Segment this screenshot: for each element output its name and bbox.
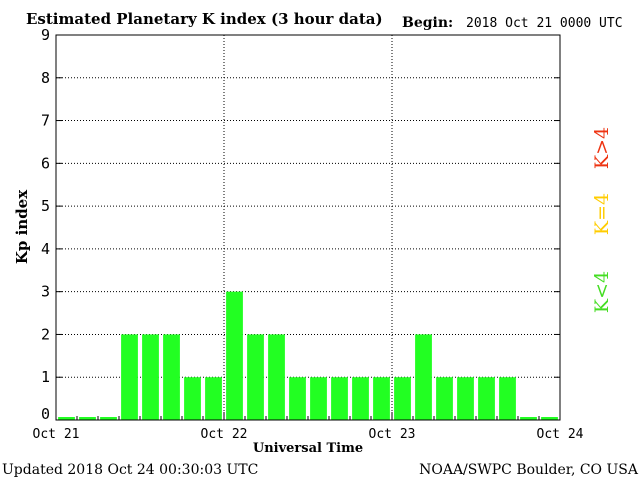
y-tick-label: 3 bbox=[41, 283, 50, 301]
x-axis-label: Universal Time bbox=[253, 441, 363, 456]
legend-k-lt-4: K<4 bbox=[591, 271, 613, 313]
bar bbox=[79, 417, 96, 420]
bar bbox=[247, 334, 264, 420]
bar bbox=[268, 334, 285, 420]
axis-ticks: 0 1 2 3 4 5 6 7 8 9 Oct 21 Oct 22 Oct 23 Oct 24 bbox=[33, 26, 584, 442]
bar bbox=[142, 334, 159, 420]
y-axis-label: Kp index bbox=[13, 189, 31, 264]
bar bbox=[352, 377, 369, 420]
chart-title: Estimated Planetary K index (3 hour data… bbox=[26, 10, 383, 28]
x-tick-label: Oct 22 bbox=[201, 427, 248, 442]
bar bbox=[163, 334, 180, 420]
legend-k-eq-4: K=4 bbox=[591, 193, 613, 235]
y-tick-label: 9 bbox=[41, 26, 50, 44]
x-tick-label: Oct 24 bbox=[537, 427, 584, 442]
bar bbox=[184, 377, 201, 420]
y-tick-label: 4 bbox=[41, 240, 50, 258]
bar bbox=[457, 377, 474, 420]
x-tick-label: Oct 23 bbox=[369, 427, 416, 442]
y-tick-label: 2 bbox=[41, 325, 50, 343]
begin-value: 2018 Oct 21 0000 UTC bbox=[466, 16, 623, 31]
bar bbox=[310, 377, 327, 420]
y-tick-label: 0 bbox=[41, 405, 50, 423]
bar bbox=[205, 377, 222, 420]
updated-text: Updated 2018 Oct 24 00:30:03 UTC bbox=[2, 462, 258, 478]
bar bbox=[373, 377, 390, 420]
y-tick-label: 8 bbox=[41, 69, 50, 87]
y-tick-label: 7 bbox=[41, 112, 50, 130]
legend: K<4 K=4 K>4 bbox=[591, 127, 613, 313]
bar bbox=[520, 417, 537, 420]
bar bbox=[226, 291, 243, 420]
bar bbox=[100, 417, 117, 420]
plot-frame bbox=[55, 34, 561, 421]
bar bbox=[58, 417, 75, 420]
legend-k-gt-4: K>4 bbox=[591, 127, 613, 169]
begin-label: Begin: bbox=[402, 15, 453, 31]
source-text: NOAA/SWPC Boulder, CO USA bbox=[419, 462, 639, 478]
bar bbox=[541, 417, 558, 420]
bar bbox=[436, 377, 453, 420]
bar bbox=[289, 377, 306, 420]
y-tick-label: 5 bbox=[41, 197, 50, 215]
bar bbox=[478, 377, 495, 420]
bar bbox=[121, 334, 138, 420]
bars bbox=[58, 291, 558, 420]
y-tick-label: 1 bbox=[41, 368, 50, 386]
bar bbox=[499, 377, 516, 420]
y-tick-label: 6 bbox=[41, 154, 50, 172]
bar bbox=[331, 377, 348, 420]
bar bbox=[415, 334, 432, 420]
x-tick-label: Oct 21 bbox=[33, 427, 80, 442]
bar bbox=[394, 377, 411, 420]
